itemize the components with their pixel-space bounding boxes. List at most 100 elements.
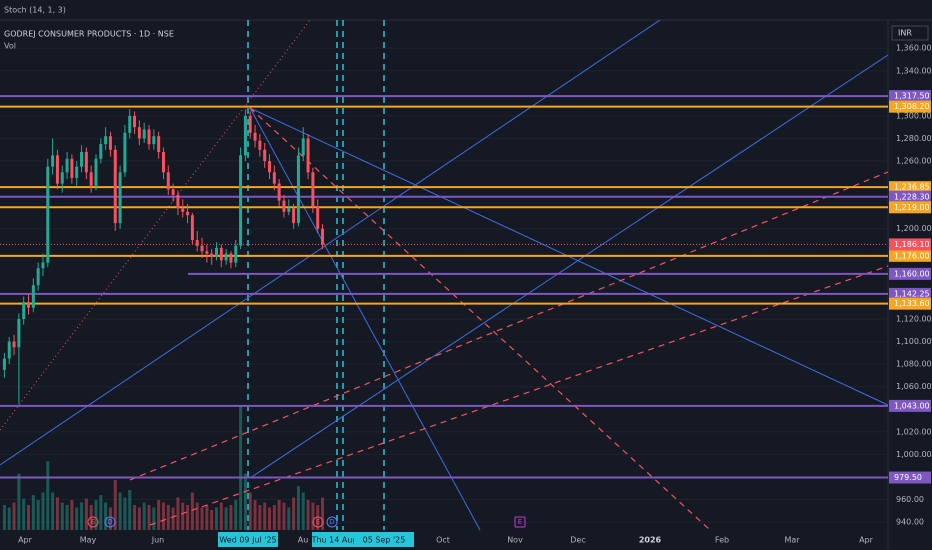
volume-bar xyxy=(104,502,108,530)
candle-body xyxy=(190,215,194,241)
volume-bar xyxy=(108,507,112,530)
trend-line xyxy=(0,19,661,466)
candle-body xyxy=(75,166,79,178)
x-tick-label: Wed 09 Jul '25 xyxy=(219,536,276,545)
volume-label: Vol xyxy=(4,42,16,51)
level-tag xyxy=(889,90,931,103)
candle-body xyxy=(234,245,238,263)
candle-body xyxy=(2,358,6,370)
x-tick-label: Apr xyxy=(18,536,33,545)
volume-bar xyxy=(258,505,262,530)
y-tick-label: 1,080.00 xyxy=(896,360,932,369)
volume-bar xyxy=(190,492,194,530)
volume-bar xyxy=(268,507,272,530)
level-tag xyxy=(889,287,931,300)
level-label: 1,176.00 xyxy=(894,251,930,260)
level-tag xyxy=(889,471,931,484)
candle-body xyxy=(239,155,243,246)
candle-body xyxy=(253,132,257,141)
volume-bar xyxy=(55,497,59,530)
volume-bar xyxy=(123,497,127,530)
x-tick-label: Apr xyxy=(859,536,874,545)
candle-body xyxy=(316,206,320,229)
event-marker xyxy=(104,516,116,528)
candle-body xyxy=(94,158,98,186)
volume-bar xyxy=(292,497,296,530)
candle-body xyxy=(36,268,40,286)
x-tick-label: Thu 14 Aug '25 xyxy=(311,536,373,545)
candle-body xyxy=(205,251,209,254)
candle-body xyxy=(118,172,122,224)
volume-bar xyxy=(152,507,156,530)
y-tick-label: 1,000.00 xyxy=(896,450,932,459)
volume-bar xyxy=(137,507,141,530)
volume-bar xyxy=(99,495,103,530)
volume-bar xyxy=(272,505,276,530)
volume-bar xyxy=(12,502,16,530)
volume-bar xyxy=(219,502,223,530)
candle-body xyxy=(51,155,55,167)
candle-body xyxy=(80,152,84,167)
candle-body xyxy=(229,253,233,263)
candle-body xyxy=(157,136,161,153)
event-label: E xyxy=(518,518,522,526)
level-label: 1,133.60 xyxy=(894,299,930,308)
trend-line xyxy=(249,107,711,531)
y-tick-label: 1,120.00 xyxy=(896,315,932,324)
candle-body xyxy=(214,247,218,257)
trend-line xyxy=(249,54,889,479)
y-tick-label: 1,360.00 xyxy=(896,44,932,53)
y-tick-label: 1,060.00 xyxy=(896,382,932,391)
volume-bar xyxy=(27,505,31,530)
candle-body xyxy=(272,172,276,184)
x-tick-label: Nov xyxy=(507,536,523,545)
volume-bar xyxy=(253,500,257,530)
candle-body xyxy=(123,132,127,173)
level-tag xyxy=(889,201,931,214)
candle-body xyxy=(166,172,170,190)
level-label: 1,160.00 xyxy=(894,269,930,278)
candle-body xyxy=(55,155,59,184)
volume-bar xyxy=(176,497,180,530)
volume-bar xyxy=(113,480,117,530)
candle-body xyxy=(84,152,88,173)
level-tag xyxy=(889,190,931,203)
x-tick-label: Au xyxy=(298,536,309,545)
candle-body xyxy=(147,129,151,145)
event-label: E xyxy=(91,518,95,526)
candle-body xyxy=(133,115,137,128)
candle-body xyxy=(268,161,272,173)
level-label: 1,236.85 xyxy=(894,183,930,192)
volume-bar xyxy=(128,490,132,530)
volume-bar xyxy=(65,505,69,530)
trend-line xyxy=(249,107,481,531)
candle-body xyxy=(137,127,141,139)
volume-bar xyxy=(2,505,6,530)
candle-body xyxy=(292,208,296,224)
level-tag xyxy=(889,297,931,310)
currency: INR xyxy=(898,29,912,38)
level-label: 1,142.25 xyxy=(894,289,930,298)
candle-body xyxy=(99,144,103,159)
volume-bar xyxy=(205,505,209,530)
x-tick-label: 2026 xyxy=(639,536,662,545)
candle-body xyxy=(282,200,286,212)
chart-title: GODREJ CONSUMER PRODUCTS · 1D · NSE xyxy=(4,30,174,39)
level-tag xyxy=(889,267,931,280)
candle-body xyxy=(258,140,262,150)
candle-body xyxy=(195,240,199,246)
candle-body xyxy=(248,115,252,133)
event-label: D xyxy=(329,518,334,526)
volume-bar xyxy=(296,486,300,530)
candle-body xyxy=(306,138,310,173)
event-label: D xyxy=(107,518,112,526)
x-highlight xyxy=(354,532,414,547)
level-tag xyxy=(889,249,931,262)
y-tick-label: 1,020.00 xyxy=(896,427,932,436)
y-tick-label: 1,100.00 xyxy=(896,337,932,346)
volume-bar xyxy=(181,502,185,530)
y-tick-label: 1,200.00 xyxy=(896,224,932,233)
candle-body xyxy=(27,302,31,308)
volume-bar xyxy=(321,497,325,530)
